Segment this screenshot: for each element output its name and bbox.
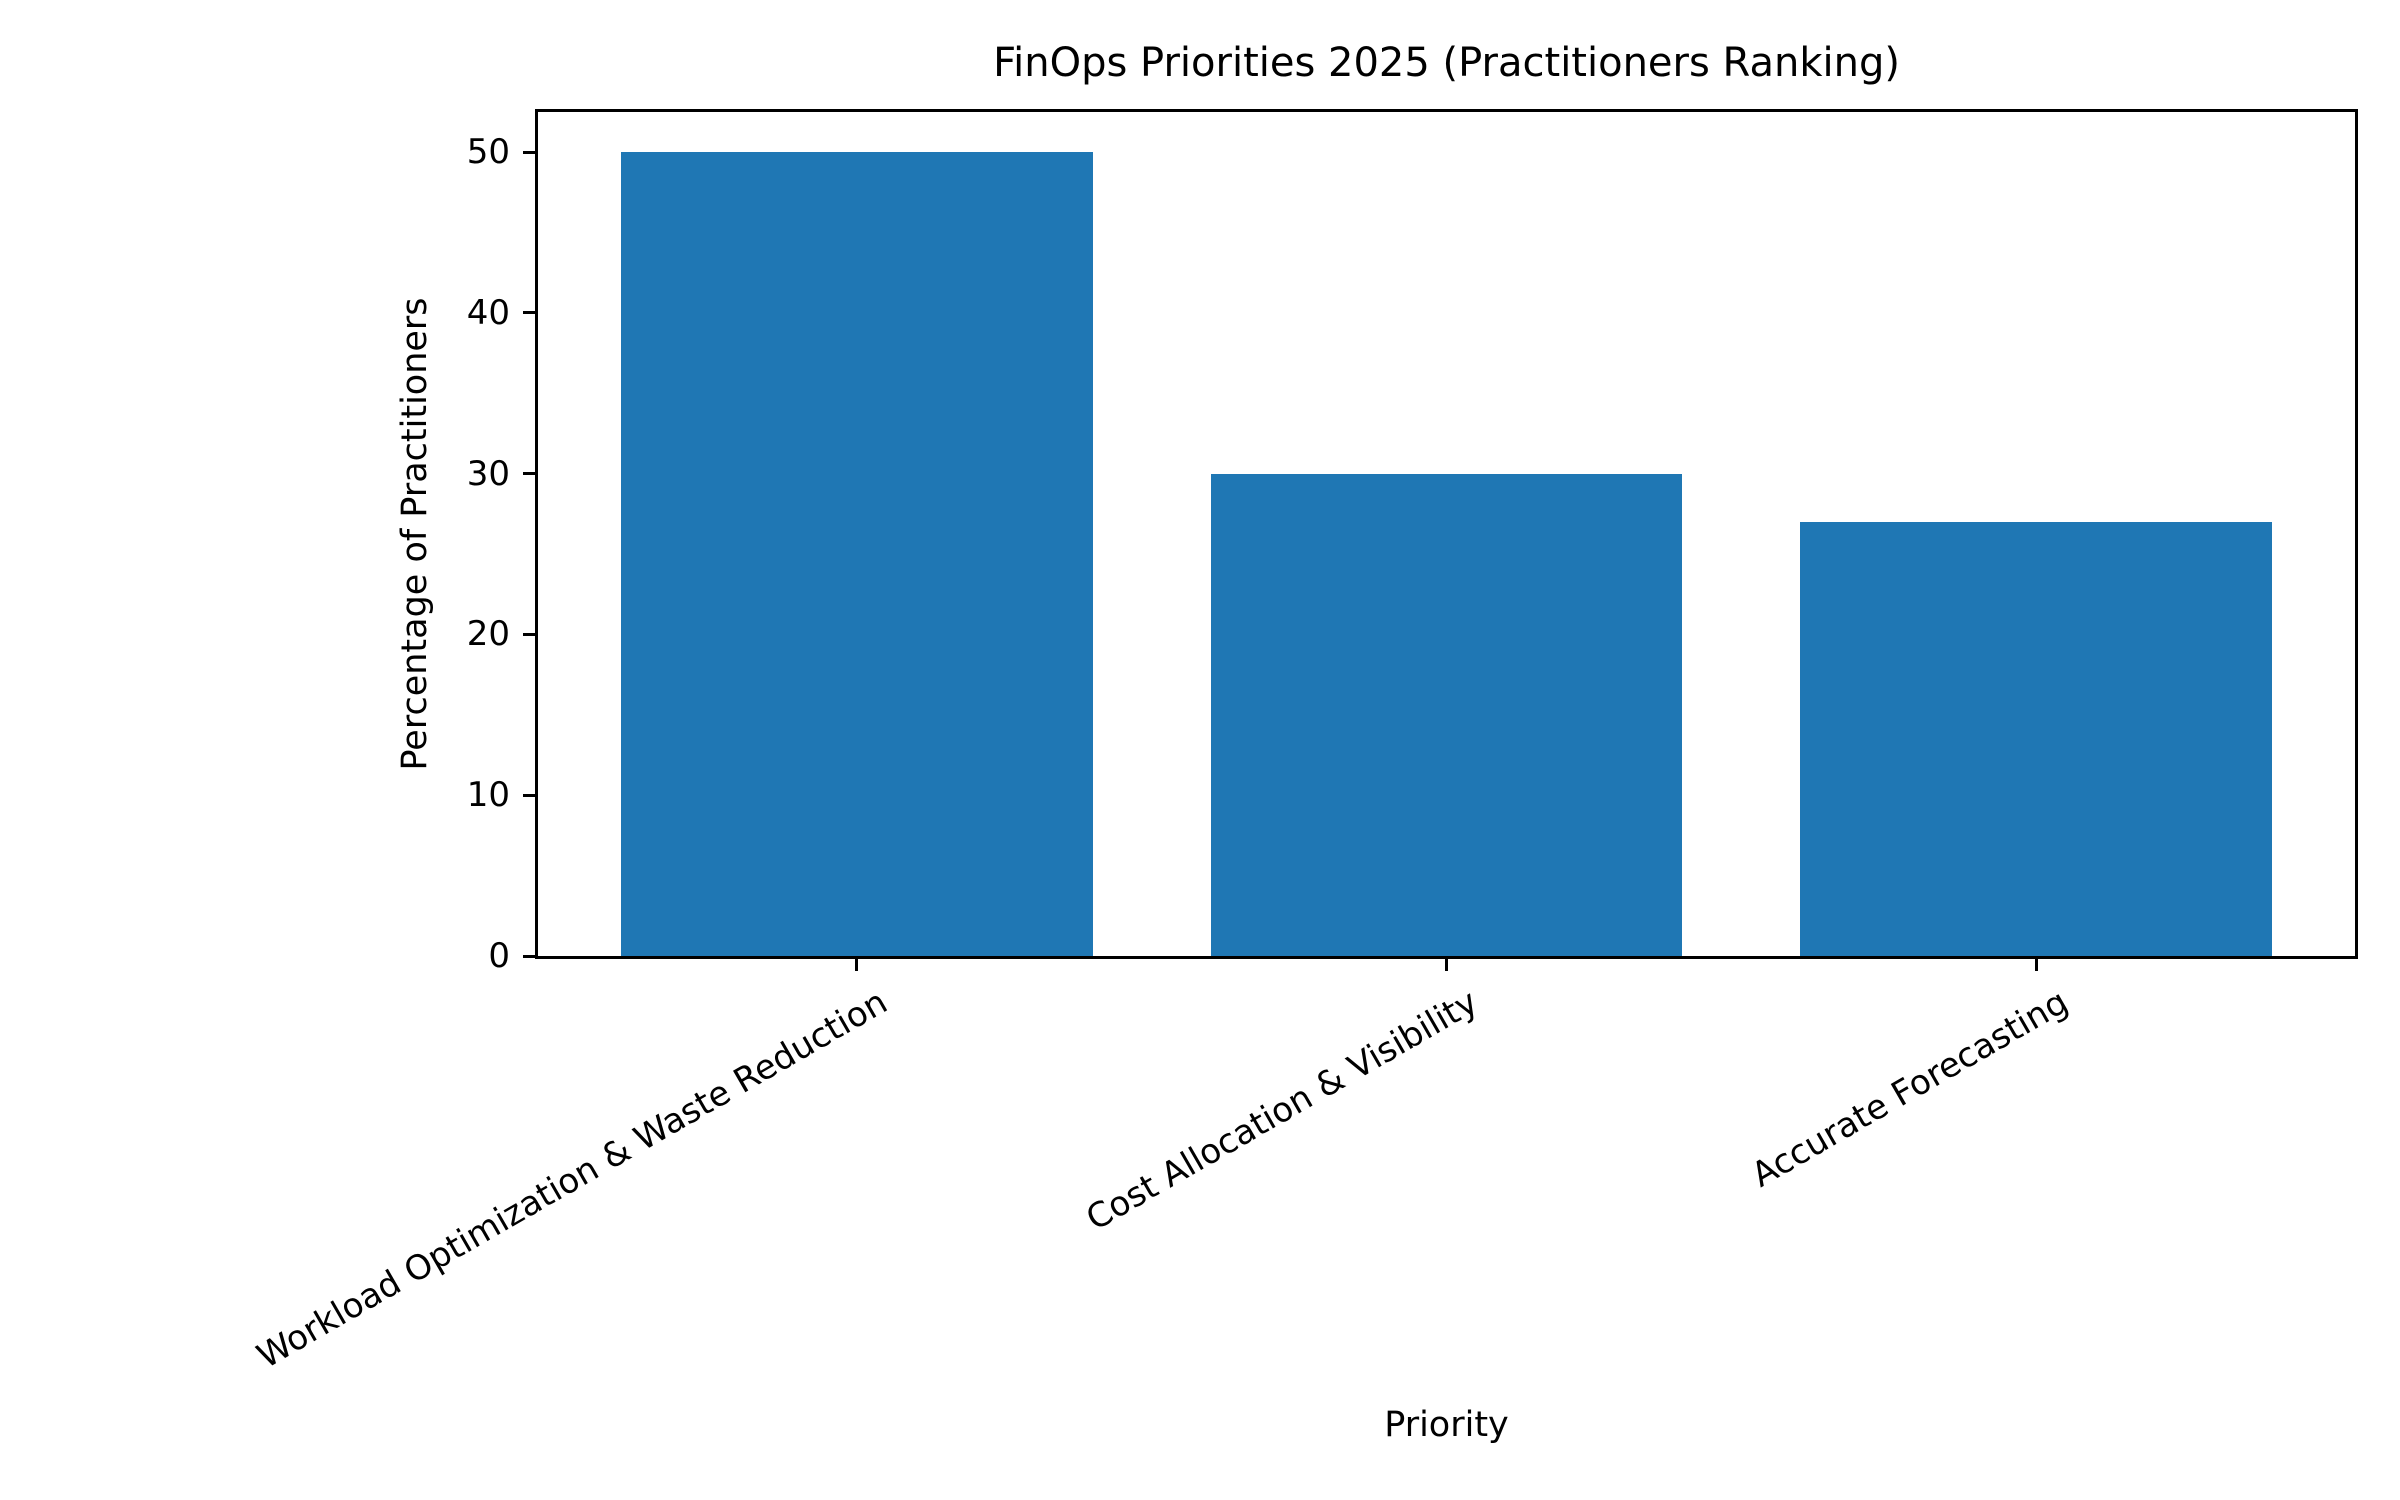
y-tick-label: 30 (466, 453, 510, 494)
bar-3 (1800, 521, 2273, 956)
x-tick-mark (855, 959, 859, 971)
chart-title: FinOps Priorities 2025 (Practitioners Ra… (993, 40, 1900, 86)
y-tick-mark (523, 793, 535, 797)
y-tick-mark (523, 150, 535, 154)
x-tick-label: Accurate Forecasting (1744, 982, 2075, 1196)
y-tick-mark (523, 472, 535, 476)
y-axis-label: Percentage of Practitioners (395, 297, 435, 771)
plot-area (535, 109, 2358, 959)
y-tick-label: 10 (466, 775, 510, 816)
y-tick-label: 20 (466, 614, 510, 655)
y-tick-label: 0 (488, 936, 510, 976)
x-axis-label: Priority (1384, 1405, 1509, 1445)
x-tick-mark (2034, 959, 2038, 971)
x-tick-label: Cost Allocation & Visibility (1079, 982, 1485, 1239)
x-tick-label: Workload Optimization & Waste Reduction (250, 982, 895, 1377)
y-tick-label: 40 (466, 292, 510, 333)
y-tick-label: 50 (466, 132, 510, 173)
bar-2 (1210, 473, 1683, 956)
y-tick-mark (523, 632, 535, 636)
y-tick-mark (523, 311, 535, 315)
y-tick-mark (523, 954, 535, 958)
x-tick-mark (1445, 959, 1448, 971)
bar-1 (620, 152, 1093, 956)
